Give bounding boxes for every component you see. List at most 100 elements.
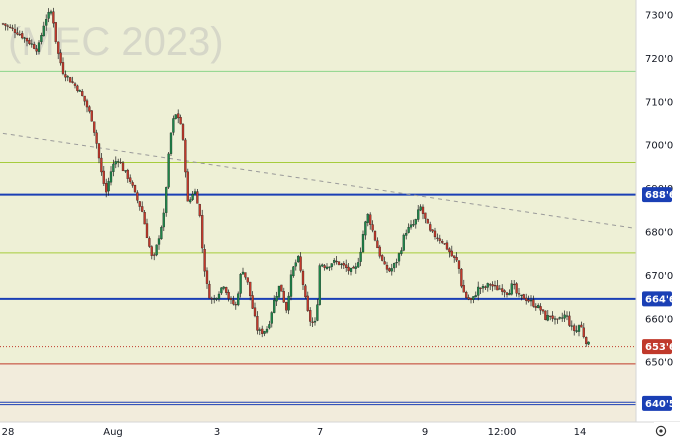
- candle-body: [400, 250, 403, 254]
- candle-body: [419, 206, 422, 211]
- candle-body: [534, 306, 537, 308]
- candle-body: [287, 295, 290, 311]
- candle-body: [503, 290, 506, 293]
- candle-body: [333, 260, 336, 263]
- candle-body: [1, 23, 5, 25]
- candle-body: [431, 229, 434, 232]
- time-axis-panel[interactable]: [0, 422, 636, 442]
- candle-body: [469, 298, 473, 300]
- candle-body: [289, 274, 293, 297]
- price-tag[interactable]: 664'6: [642, 291, 676, 307]
- candle-body: [133, 185, 137, 193]
- candle-body: [577, 325, 581, 332]
- candle-body: [517, 293, 521, 295]
- candle-body: [561, 317, 564, 319]
- candle-body: [121, 162, 125, 172]
- candle-body: [186, 171, 189, 202]
- candle-body: [541, 309, 545, 312]
- candle-body: [340, 263, 343, 265]
- candle-body: [193, 191, 197, 195]
- candle-body: [88, 106, 91, 112]
- candle-body: [153, 254, 156, 256]
- candle-body: [565, 315, 569, 317]
- candle-body: [582, 327, 585, 338]
- candle-body: [402, 234, 405, 251]
- candle-body: [477, 286, 480, 296]
- candle-body: [493, 285, 497, 287]
- candle-body: [407, 227, 410, 233]
- candle-body: [544, 310, 547, 321]
- candle-body: [441, 241, 444, 243]
- candle-body: [76, 85, 79, 91]
- candle-body: [501, 288, 504, 292]
- chart-settings-button[interactable]: [654, 422, 680, 442]
- candle-body: [424, 212, 427, 219]
- price-tag-label: 653'6: [645, 342, 676, 353]
- candle-body: [59, 52, 62, 64]
- price-tick-label: 680'0: [645, 228, 673, 239]
- candle-body: [78, 90, 81, 92]
- candle-body: [241, 271, 245, 275]
- candle-body: [251, 295, 254, 309]
- time-tick-label: 12:00: [488, 427, 517, 438]
- candle-body: [114, 161, 117, 165]
- price-tag[interactable]: 640'5: [642, 395, 676, 411]
- candle-body: [299, 256, 302, 271]
- candle-body: [328, 266, 331, 268]
- candle-body: [107, 181, 110, 192]
- candle-body: [472, 296, 475, 300]
- candle-body: [37, 42, 41, 52]
- candle-body: [124, 170, 127, 172]
- candle-body: [201, 215, 204, 249]
- candle-body: [261, 328, 264, 334]
- candle-body: [23, 37, 26, 39]
- candle-body: [265, 328, 269, 333]
- candle-body: [97, 143, 101, 159]
- candle-body: [263, 331, 266, 334]
- price-tag-bg: [642, 395, 672, 411]
- candle-body: [49, 11, 53, 14]
- candle-body: [297, 256, 300, 263]
- candle-body: [145, 223, 149, 239]
- candle-body: [498, 288, 501, 290]
- candle-body: [388, 268, 391, 272]
- candle-body: [93, 121, 96, 133]
- candle-body: [364, 221, 367, 236]
- candle-body: [371, 224, 374, 231]
- candle-body: [169, 132, 173, 154]
- candle-body: [83, 95, 86, 102]
- candle-body: [136, 192, 139, 201]
- price-tag[interactable]: 653'6: [642, 339, 676, 355]
- candle-body: [253, 307, 257, 317]
- candle-body: [71, 81, 74, 83]
- candle-body: [426, 219, 429, 224]
- candle-body: [237, 293, 240, 306]
- candle-body: [366, 214, 369, 223]
- candle-body: [222, 286, 225, 289]
- price-tag-label: 688'6: [645, 190, 676, 201]
- price-tag[interactable]: 688'6: [642, 187, 676, 203]
- candle-body: [325, 266, 329, 269]
- candle-body: [462, 285, 465, 293]
- candle-body: [484, 286, 487, 288]
- candle-body: [126, 169, 129, 179]
- candle-body: [148, 238, 151, 247]
- candle-body: [311, 321, 314, 323]
- candle-body: [556, 318, 559, 320]
- candle-body: [369, 214, 372, 225]
- candle-body: [551, 315, 554, 319]
- candle-body: [155, 244, 158, 256]
- candle-body: [489, 284, 492, 286]
- candle-body: [256, 316, 259, 331]
- candle-body: [513, 283, 516, 286]
- candle-body: [198, 204, 201, 216]
- trendline[interactable]: [0, 132, 649, 231]
- candle-body: [229, 298, 233, 300]
- candle-body: [28, 40, 31, 44]
- price-tick-label: 730'0: [645, 11, 673, 22]
- candle-body: [522, 294, 525, 299]
- candle-body: [119, 161, 122, 164]
- candle-body: [529, 300, 533, 302]
- candle-body: [321, 264, 324, 267]
